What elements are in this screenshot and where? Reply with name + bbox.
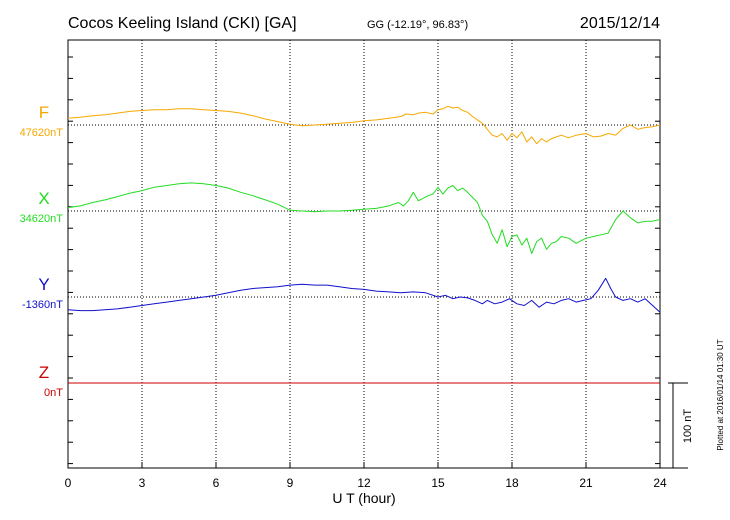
series-name-f: F: [39, 103, 49, 122]
series-line-x: [67, 182, 661, 254]
chart-date: 2015/12/14: [580, 15, 660, 32]
x-tick-label: 9: [287, 476, 294, 490]
scale-bar: 100 nT: [660, 382, 694, 469]
x-tick-label: 24: [653, 476, 667, 490]
series-baseline-y: -1360nT: [22, 299, 63, 311]
series-name-z: Z: [39, 363, 49, 382]
series-line-y: [67, 277, 661, 313]
x-tick-label: 12: [357, 476, 371, 490]
x-tick-label: 18: [505, 476, 519, 490]
series-labels: F 47620nT X 34620nT Y -1360nT Z 0nT: [20, 103, 64, 399]
x-tick-label: 0: [65, 476, 72, 490]
series-name-x: X: [38, 189, 49, 208]
x-tick-label: 21: [579, 476, 593, 490]
series-baseline-z: 0nT: [44, 387, 63, 399]
station-title: Cocos Keeling Island (CKI) [GA]: [68, 15, 297, 32]
plotted-timestamp: Plotted at 2016/01/14 01:30 UT: [716, 339, 725, 450]
series-baseline-x: 34620nT: [20, 213, 64, 225]
x-tick-label: 3: [139, 476, 146, 490]
series-lines: [67, 105, 661, 384]
x-tick-label: 15: [431, 476, 445, 490]
x-axis: 0 3 6 9 12 15 18 21 24: [65, 462, 667, 490]
series-baseline-f: 47620nT: [20, 127, 64, 139]
station-coordinates: GG (-12.19°, 96.83°): [367, 19, 468, 31]
series-line-f: [67, 105, 661, 145]
x-tick-label: 6: [213, 476, 220, 490]
x-axis-label: U T (hour): [332, 490, 395, 506]
grid-lines: [141, 40, 587, 468]
scale-bar-label: 100 nT: [682, 409, 694, 444]
frame-tick-marks: [68, 56, 660, 465]
series-name-y: Y: [38, 275, 49, 294]
